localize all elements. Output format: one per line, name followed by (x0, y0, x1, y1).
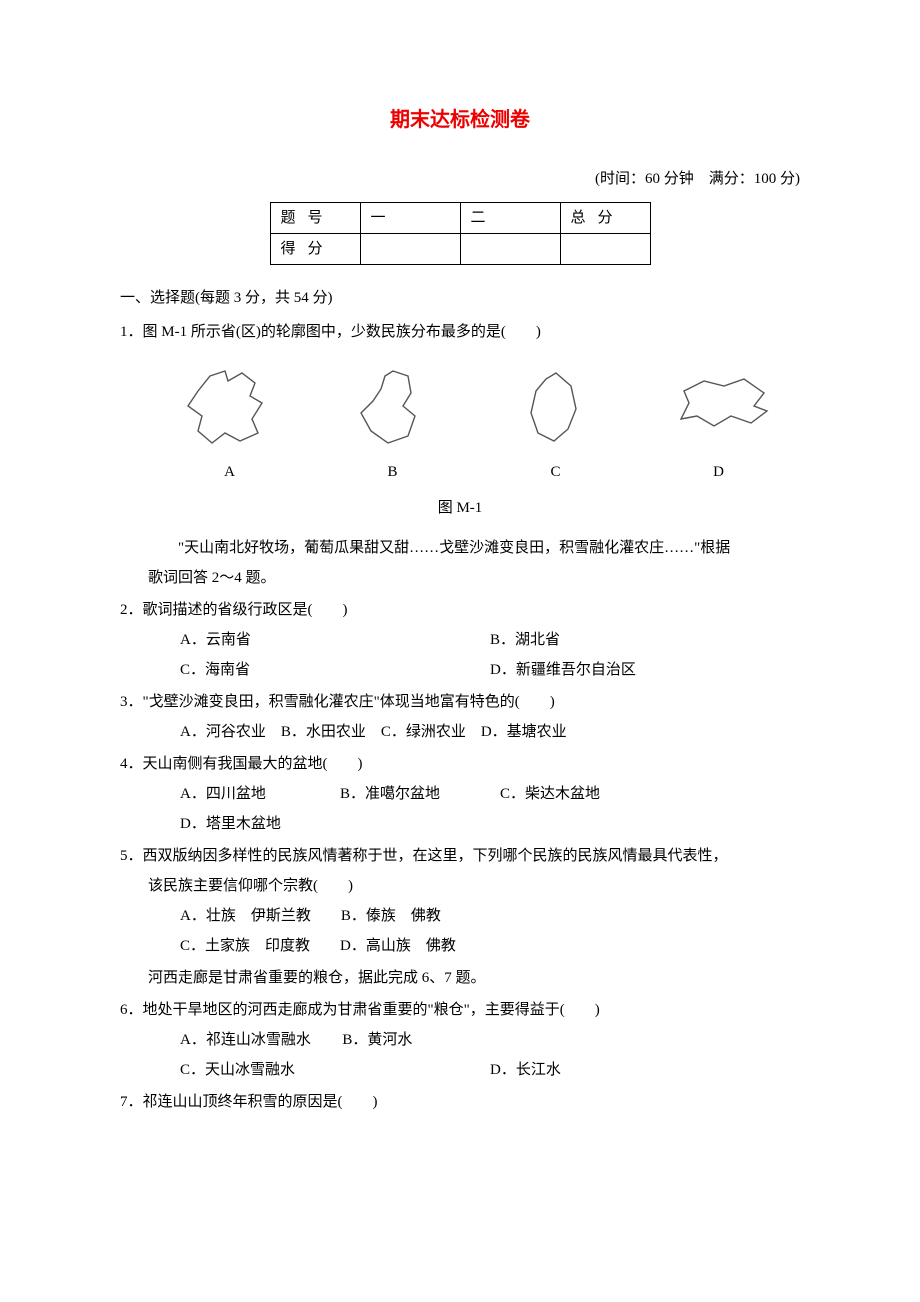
q2-opt-d: D．新疆维吾尔自治区 (490, 655, 800, 685)
header-section-1: 一 (360, 203, 460, 234)
q6-opt-b: B．黄河水 (342, 1032, 412, 1048)
section-1-header: 一、选择题(每题 3 分，共 54 分) (120, 283, 800, 313)
header-total: 总分 (560, 203, 650, 234)
map-label-a: A (224, 457, 235, 487)
q7-stem: 7．祁连山山顶终年积雪的原因是( ) (120, 1087, 800, 1117)
q2-stem: 2．歌词描述的省级行政区是( ) (120, 595, 800, 625)
map-label-c: C (550, 457, 560, 487)
passage-1-line1: "天山南北好牧场，葡萄瓜果甜又甜……戈壁沙滩变良田，积雪融化灌农庄……"根据 (120, 533, 800, 563)
score-cell-2 (460, 234, 560, 265)
province-outline-d-icon (659, 361, 779, 451)
q6-stem: 6．地处干旱地区的河西走廊成为甘肃省重要的"粮仓"，主要得益于( ) (120, 995, 800, 1025)
q4-opt-b: B．准噶尔盆地 (340, 779, 500, 809)
map-option-b: B (323, 361, 463, 487)
q4-opt-d: D．塔里木盆地 (180, 809, 340, 839)
q4-opt-a: A．四川盆地 (180, 779, 340, 809)
q6-opt-d: D．长江水 (490, 1055, 800, 1085)
q6-opt-a: A．祁连山冰雪融水 (180, 1032, 311, 1048)
figure-maps: A B C D (148, 361, 800, 487)
q1-stem: 1．图 M-1 所示省(区)的轮廓图中，少数民族分布最多的是( ) (120, 317, 800, 347)
q5-options-line1: A．壮族 伊斯兰教 B．傣族 佛教 (120, 901, 800, 931)
q2-opt-b: B．湖北省 (490, 625, 800, 655)
q6-opt-c: C．天山冰雪融水 (180, 1055, 490, 1085)
q5-stem-line2: 该民族主要信仰哪个宗教( ) (120, 871, 800, 901)
province-outline-a-icon (170, 361, 290, 451)
q5-stem-line1: 5．西双版纳因多样性的民族风情著称于世，在这里，下列哪个民族的民族风情最具代表性… (120, 841, 800, 871)
passage-2: 河西走廊是甘肃省重要的粮仓，据此完成 6、7 题。 (120, 963, 800, 993)
q4-opt-c: C．柴达木盆地 (500, 779, 660, 809)
score-label: 得分 (270, 234, 360, 265)
score-table: 题号 一 二 总分 得分 (270, 202, 651, 265)
q3-stem: 3．"戈壁沙滩变良田，积雪融化灌农庄"体现当地富有特色的( ) (120, 687, 800, 717)
q5-options-line2: C．土家族 印度教 D．高山族 佛教 (120, 931, 800, 961)
header-item-number: 题号 (270, 203, 360, 234)
map-label-d: D (713, 457, 724, 487)
table-row: 题号 一 二 总分 (270, 203, 650, 234)
province-outline-c-icon (496, 361, 616, 451)
score-cell-total (560, 234, 650, 265)
q4-stem: 4．天山南侧有我国最大的盆地( ) (120, 749, 800, 779)
map-label-b: B (387, 457, 397, 487)
header-section-2: 二 (460, 203, 560, 234)
map-option-c: C (486, 361, 626, 487)
exam-title: 期末达标检测卷 (120, 100, 800, 140)
exam-meta: (时间：60 分钟 满分：100 分) (120, 164, 800, 194)
province-outline-b-icon (333, 361, 453, 451)
figure-caption: 图 M-1 (120, 493, 800, 523)
map-option-d: D (649, 361, 789, 487)
q2-opt-a: A．云南省 (180, 625, 490, 655)
q2-opt-c: C．海南省 (180, 655, 490, 685)
q3-options: A．河谷农业 B．水田农业 C．绿洲农业 D．基塘农业 (120, 717, 800, 747)
map-option-a: A (160, 361, 300, 487)
table-row: 得分 (270, 234, 650, 265)
score-cell-1 (360, 234, 460, 265)
passage-1-line2: 歌词回答 2～4 题。 (120, 563, 800, 593)
